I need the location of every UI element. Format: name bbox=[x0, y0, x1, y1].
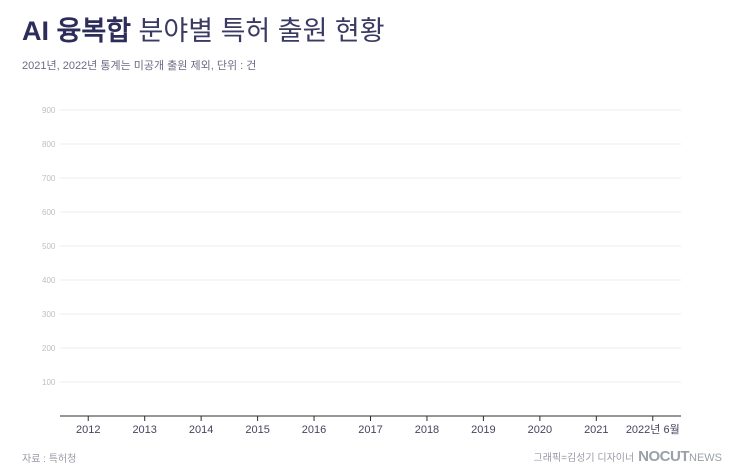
y-tick-label: 400 bbox=[42, 276, 56, 285]
y-tick-label: 600 bbox=[42, 208, 56, 217]
designer-credit: 그래픽=김성기 디자이너 bbox=[533, 453, 635, 464]
y-tick-label: 200 bbox=[42, 344, 56, 353]
x-tick-label: 2021 bbox=[584, 424, 608, 436]
x-tick-label: 2019 bbox=[471, 424, 495, 436]
x-tick-label: 2015 bbox=[245, 424, 269, 436]
x-tick-label: 2013 bbox=[132, 424, 156, 436]
y-tick-label: 500 bbox=[42, 242, 56, 251]
x-tick-label: 2020 bbox=[528, 424, 552, 436]
y-tick-label: 700 bbox=[42, 174, 56, 183]
x-tick-label: 2017 bbox=[358, 424, 382, 436]
title-rest: 분야별 특허 출원 현황 bbox=[138, 16, 385, 46]
y-tick-label: 300 bbox=[42, 310, 56, 319]
title-bold: AI 융복합 bbox=[22, 16, 132, 46]
credit-note: 그래픽=김성기 디자이너 NOCUTNEWS bbox=[534, 448, 722, 465]
chart-title: AI 융복합 분야별 특허 출원 현황 bbox=[22, 14, 385, 48]
y-tick-label: 100 bbox=[42, 378, 56, 387]
source-note: 자료 : 특허청 bbox=[22, 454, 77, 465]
nocut-logo: NOCUT bbox=[638, 448, 689, 465]
x-tick-label: 2022년 6월 bbox=[626, 423, 680, 436]
x-tick-label: 2012 bbox=[76, 424, 100, 436]
y-tick-label: 900 bbox=[42, 106, 56, 115]
x-tick-label: 2018 bbox=[415, 424, 439, 436]
x-tick-label: 2016 bbox=[302, 424, 326, 436]
x-tick-label: 2014 bbox=[189, 424, 213, 436]
chart-subtitle: 2021년, 2022년 통계는 미공개 출원 제외, 단위 : 건 bbox=[22, 60, 257, 72]
y-tick-label: 800 bbox=[42, 140, 56, 149]
news-logo-suffix: NEWS bbox=[689, 452, 722, 464]
